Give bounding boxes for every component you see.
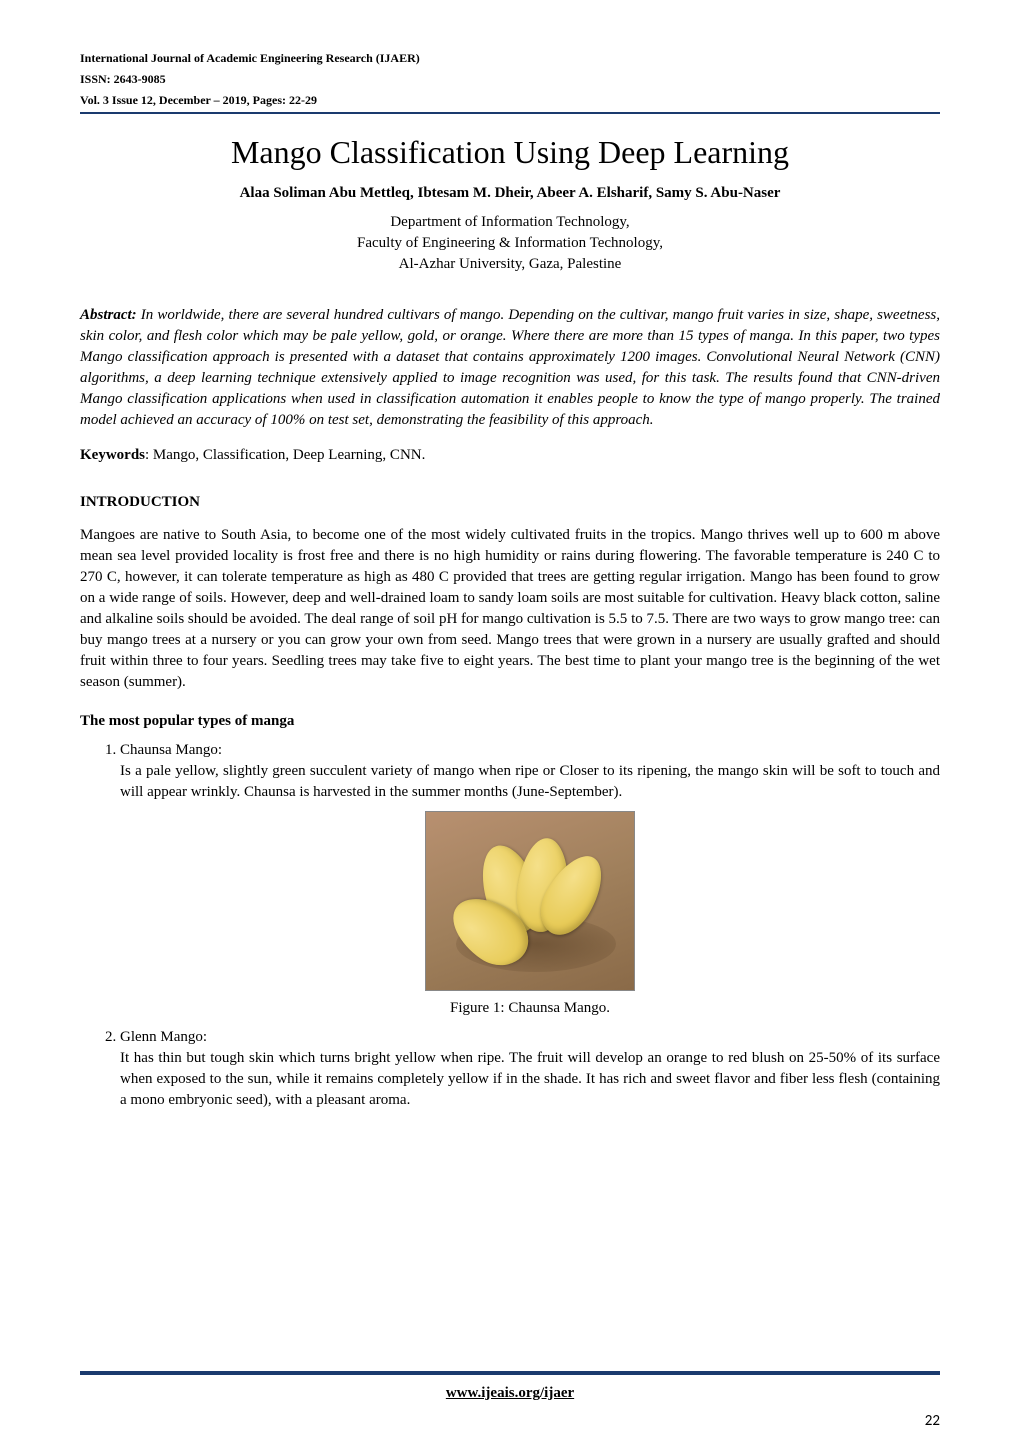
abstract-label: Abstract: — [80, 307, 137, 323]
keywords-text: : Mango, Classification, Deep Learning, … — [145, 447, 425, 463]
abstract-text: In worldwide, there are several hundred … — [80, 307, 940, 428]
list-item: Chaunsa Mango: Is a pale yellow, slightl… — [120, 742, 940, 1017]
footer-link[interactable]: www.ijeais.org/ijaer — [80, 1385, 940, 1402]
mango-type-description: It has thin but tough skin which turns b… — [120, 1048, 940, 1111]
affiliation-faculty: Faculty of Engineering & Information Tec… — [80, 233, 940, 254]
footer-rule — [80, 1371, 940, 1375]
abstract-paragraph: Abstract: In worldwide, there are severa… — [80, 305, 940, 431]
mango-types-list: Chaunsa Mango: Is a pale yellow, slightl… — [120, 742, 940, 1111]
subsection-heading-types: The most popular types of manga — [80, 713, 940, 730]
figure-1-caption: Figure 1: Chaunsa Mango. — [120, 1000, 940, 1017]
page-number: 22 — [925, 1412, 940, 1430]
mango-type-name: Chaunsa Mango: — [120, 742, 940, 759]
figure-1-block: Figure 1: Chaunsa Mango. — [120, 811, 940, 1017]
affiliation-dept: Department of Information Technology, — [80, 212, 940, 233]
footer: www.ijeais.org/ijaer — [80, 1371, 940, 1402]
keywords-label: Keywords — [80, 447, 145, 463]
journal-issue: Vol. 3 Issue 12, December – 2019, Pages:… — [80, 92, 940, 109]
affiliation-university: Al-Azhar University, Gaza, Palestine — [80, 254, 940, 275]
list-item: Glenn Mango: It has thin but tough skin … — [120, 1029, 940, 1111]
mango-type-description: Is a pale yellow, slightly green succule… — [120, 761, 940, 803]
section-heading-introduction: INTRODUCTION — [80, 494, 940, 511]
keywords-line: Keywords: Mango, Classification, Deep Le… — [80, 447, 940, 464]
journal-name: International Journal of Academic Engine… — [80, 50, 940, 67]
journal-issn: ISSN: 2643-9085 — [80, 71, 940, 88]
mango-type-name: Glenn Mango: — [120, 1029, 940, 1046]
paper-title: Mango Classification Using Deep Learning — [80, 134, 940, 171]
header-rule — [80, 112, 940, 114]
chaunsa-mango-image — [425, 811, 635, 991]
authors-line: Alaa Soliman Abu Mettleq, Ibtesam M. Dhe… — [80, 185, 940, 202]
introduction-paragraph: Mangoes are native to South Asia, to bec… — [80, 525, 940, 693]
affiliation-block: Department of Information Technology, Fa… — [80, 212, 940, 275]
